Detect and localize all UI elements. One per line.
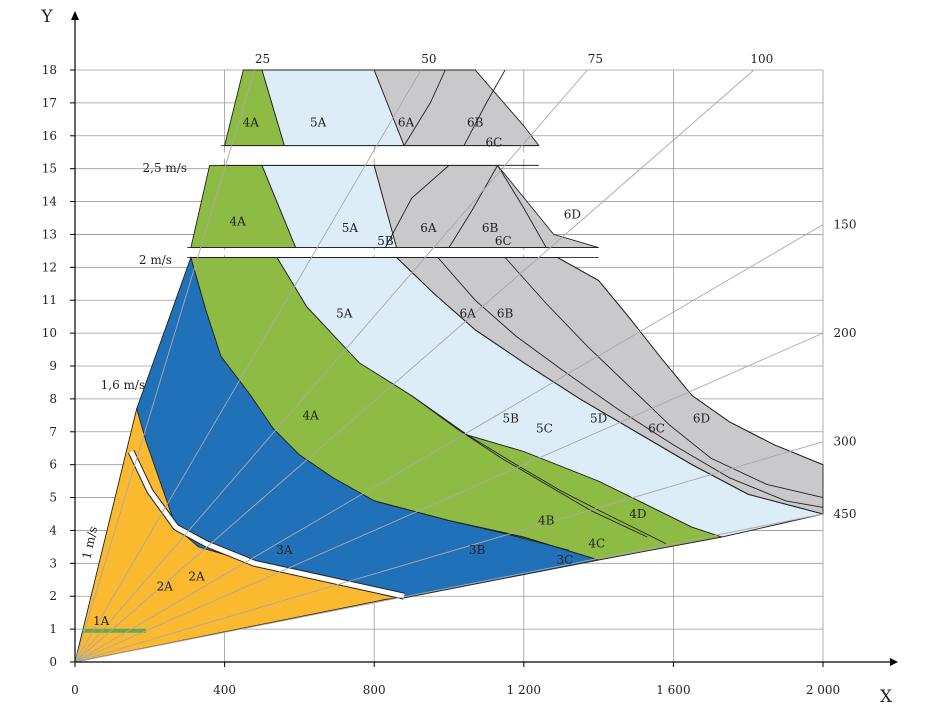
ray-label-25: 25 — [255, 52, 270, 66]
zone-label-5A: 5A — [310, 116, 327, 130]
zone-label-3C: 3C — [557, 553, 574, 567]
x-tick-label: 400 — [213, 683, 236, 697]
zone-label-4A: 4A — [230, 214, 247, 228]
zone-label-6A: 6A — [460, 306, 477, 320]
x-tick-label: 2 000 — [806, 683, 840, 697]
zone-boundary — [403, 69, 446, 146]
y-tick-label: 0 — [49, 655, 57, 669]
ray-75 — [74, 69, 588, 663]
ray-25 — [74, 69, 255, 663]
zone-label-3A: 3A — [276, 543, 293, 557]
ray-300 — [74, 441, 824, 663]
zone-label-5B: 5B — [377, 234, 394, 248]
zone-label-6C: 6C — [495, 234, 512, 248]
zone-boundary — [504, 257, 824, 499]
y-tick-label: 16 — [42, 129, 57, 143]
ray-label-75: 75 — [588, 52, 603, 66]
y-tick-label: 4 — [49, 523, 57, 537]
zone-boundary — [396, 257, 824, 515]
ray-label-100: 100 — [750, 52, 773, 66]
y-tick-label: 13 — [42, 227, 57, 241]
y-tick-label: 12 — [42, 260, 57, 274]
x-tick-label: 1 200 — [507, 683, 541, 697]
x-axis-arrow-icon — [890, 658, 898, 666]
zone-label-2A: 2A — [157, 579, 174, 593]
y-tick-label: 15 — [42, 162, 57, 176]
zone-label-6C: 6C — [485, 135, 502, 149]
y-tick-label: 3 — [49, 556, 57, 570]
low-speed-separator — [128, 450, 405, 599]
zone-label-4B: 4B — [538, 514, 555, 528]
y-axis-arrow-icon — [71, 11, 79, 20]
zone-label-4A: 4A — [243, 116, 260, 130]
zone-label-5A: 5A — [336, 306, 353, 320]
zone-boundary — [497, 165, 547, 248]
zone-boundary — [437, 257, 824, 508]
x-tick-label: 0 — [71, 683, 79, 697]
zone-label-6B: 6B — [482, 221, 499, 235]
y-tick-label: 17 — [42, 96, 57, 110]
ray-label-450: 450 — [834, 507, 857, 521]
zone-boundary — [463, 69, 506, 146]
zone-label-4A: 4A — [302, 408, 319, 422]
ray-150 — [74, 224, 824, 663]
y-tick-label: 9 — [49, 359, 57, 373]
x-axis-label: X — [880, 687, 893, 707]
y-tick-label: 7 — [49, 425, 57, 439]
zone-label-6B: 6B — [497, 306, 514, 320]
ratio-rays — [74, 69, 824, 663]
zone-boundary — [448, 520, 569, 551]
zone-label-6A: 6A — [398, 116, 415, 130]
speed-label: 1,6 m/s — [101, 378, 145, 392]
zone-boundary — [467, 434, 667, 545]
ray-100 — [74, 69, 755, 663]
zone-label-5A: 5A — [342, 221, 359, 235]
ray-450 — [74, 513, 824, 663]
speed-band-separators — [127, 145, 599, 600]
zone-label-4D: 4D — [629, 507, 646, 521]
x-tick-label: 800 — [363, 683, 386, 697]
ray-label-200: 200 — [834, 326, 857, 340]
zone-label-5B: 5B — [502, 412, 519, 426]
axes — [70, 11, 898, 667]
zone-label-6B: 6B — [467, 116, 484, 130]
x-tick-label: 1 600 — [656, 683, 690, 697]
y-tick-label: 18 — [42, 63, 57, 77]
speed-label: 2,5 m/s — [143, 161, 187, 175]
y-tick-label: 1 — [49, 622, 57, 636]
y-axis-label: Y — [40, 7, 53, 27]
y-tick-label: 2 — [49, 589, 57, 603]
y-tick-label: 14 — [42, 195, 58, 209]
ray-50 — [74, 69, 422, 663]
zone-boundary — [385, 165, 450, 248]
y-tick-label: 10 — [42, 326, 57, 340]
speed-label: 1 m/s — [80, 525, 101, 560]
zone-label-3B: 3B — [469, 543, 486, 557]
zone-label-6D: 6D — [693, 412, 710, 426]
zone-label-5D: 5D — [590, 412, 607, 426]
zone-label-6A: 6A — [420, 221, 437, 235]
zone-label-5C: 5C — [536, 421, 553, 435]
zone-boundary — [557, 257, 824, 466]
zone-label-1A: 1A — [93, 614, 110, 628]
zone-boundary — [448, 165, 498, 248]
speed-label: 2 m/s — [139, 253, 172, 267]
ray-label-150: 150 — [834, 218, 857, 232]
zone-boundary — [411, 395, 648, 538]
y-tick-label: 11 — [42, 293, 57, 307]
zone-label-6D: 6D — [564, 208, 581, 222]
zone-label-6C: 6C — [648, 421, 665, 435]
ray-200 — [74, 332, 824, 663]
zone-regions — [74, 69, 824, 663]
y-tick-label: 5 — [49, 491, 57, 505]
ray-label-50: 50 — [421, 52, 436, 66]
ray-label-300: 300 — [834, 435, 857, 449]
zone-label-4C: 4C — [588, 537, 605, 551]
y-tick-label: 6 — [49, 458, 57, 472]
y-tick-label: 8 — [49, 392, 57, 406]
zone-label-2A: 2A — [188, 569, 205, 583]
